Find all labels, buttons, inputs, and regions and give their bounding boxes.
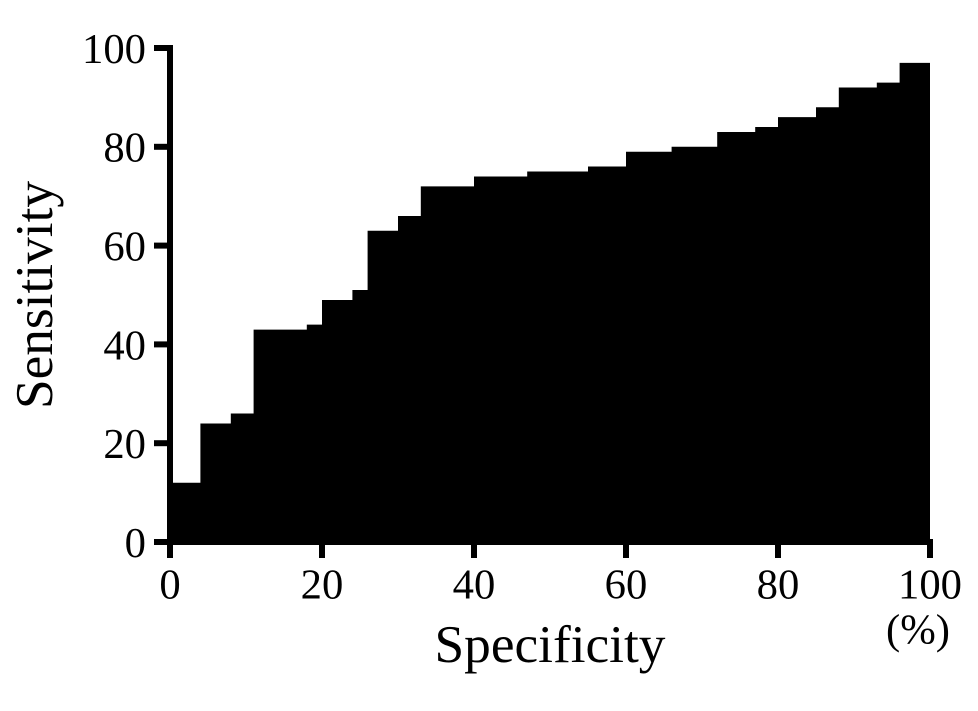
y-tick-label: 0 bbox=[125, 520, 146, 567]
y-tick-label: 100 bbox=[82, 26, 146, 73]
x-tick-label: 60 bbox=[605, 562, 648, 609]
x-tick-label: 100 bbox=[898, 562, 962, 609]
y-tick-label: 80 bbox=[103, 125, 146, 172]
y-axis-label: Sensitivity bbox=[4, 181, 64, 409]
roc-chart: 0 20 40 60 80 100 0 20 40 60 80 100 Specificity (%) Se… bbox=[0, 0, 978, 711]
x-axis-unit: (%) bbox=[886, 606, 950, 653]
y-tick-label: 40 bbox=[103, 322, 146, 369]
y-tick-label: 60 bbox=[103, 224, 146, 271]
x-axis-label: Specificity bbox=[435, 614, 666, 674]
chart-svg: 0 20 40 60 80 100 0 20 40 60 80 100 Specificity (%) Se… bbox=[0, 0, 978, 711]
x-tick-label: 0 bbox=[159, 562, 180, 609]
x-tick-label: 80 bbox=[757, 562, 800, 609]
x-tick-label: 20 bbox=[301, 562, 344, 609]
y-tick-label: 20 bbox=[103, 421, 146, 468]
x-tick-label: 40 bbox=[453, 562, 496, 609]
